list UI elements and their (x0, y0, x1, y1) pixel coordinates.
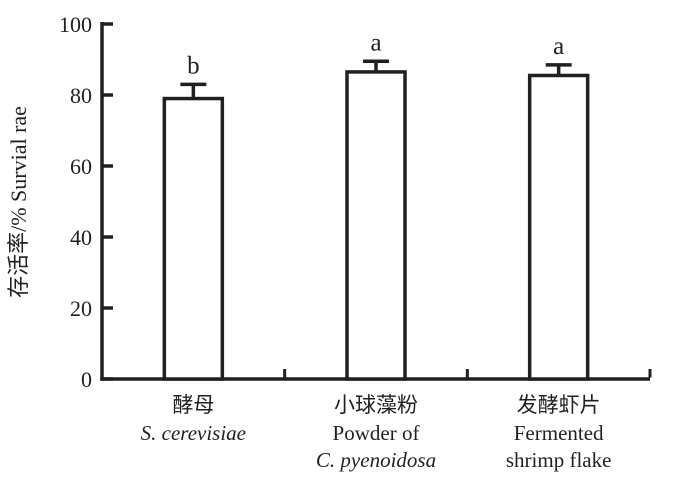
y-tick-label: 40 (70, 225, 92, 250)
x-category-label-line: C. pyenoidosa (316, 448, 436, 472)
y-tick-label: 60 (70, 154, 92, 179)
bar (527, 73, 590, 381)
x-category-label-line: shrimp flake (506, 448, 612, 472)
error-bars (180, 59, 572, 99)
y-axis-title: 存活率/% Survial rae (6, 106, 31, 298)
bar (162, 96, 225, 381)
x-category-label-line: 发酵虾片 (517, 393, 601, 417)
bar (345, 70, 407, 381)
x-category-label-line: Powder of (333, 421, 420, 445)
significance-letter: b (187, 52, 200, 79)
x-category-label-line: Fermented (514, 421, 604, 445)
x-category-label-line: 小球藻粉 (334, 393, 418, 417)
y-tick-label: 0 (81, 367, 92, 392)
y-axis-ticks: 0 20 40 60 80 100 (59, 12, 113, 392)
x-category-labels: 酵母 S. cerevisiae 小球藻粉 Powder of C. pyenoidos… (141, 393, 612, 472)
x-category-label-line: 酵母 (172, 393, 214, 417)
x-axis-ticks (283, 369, 652, 378)
significance-letter: a (370, 29, 381, 56)
y-tick-label: 100 (59, 12, 92, 37)
significance-letter: a (553, 33, 564, 60)
x-category-label-line: S. cerevisiae (141, 421, 246, 445)
y-tick-label: 80 (70, 83, 92, 108)
significance-letters: ba a (187, 29, 564, 79)
y-tick-label: 20 (70, 296, 92, 321)
bars (162, 70, 590, 381)
